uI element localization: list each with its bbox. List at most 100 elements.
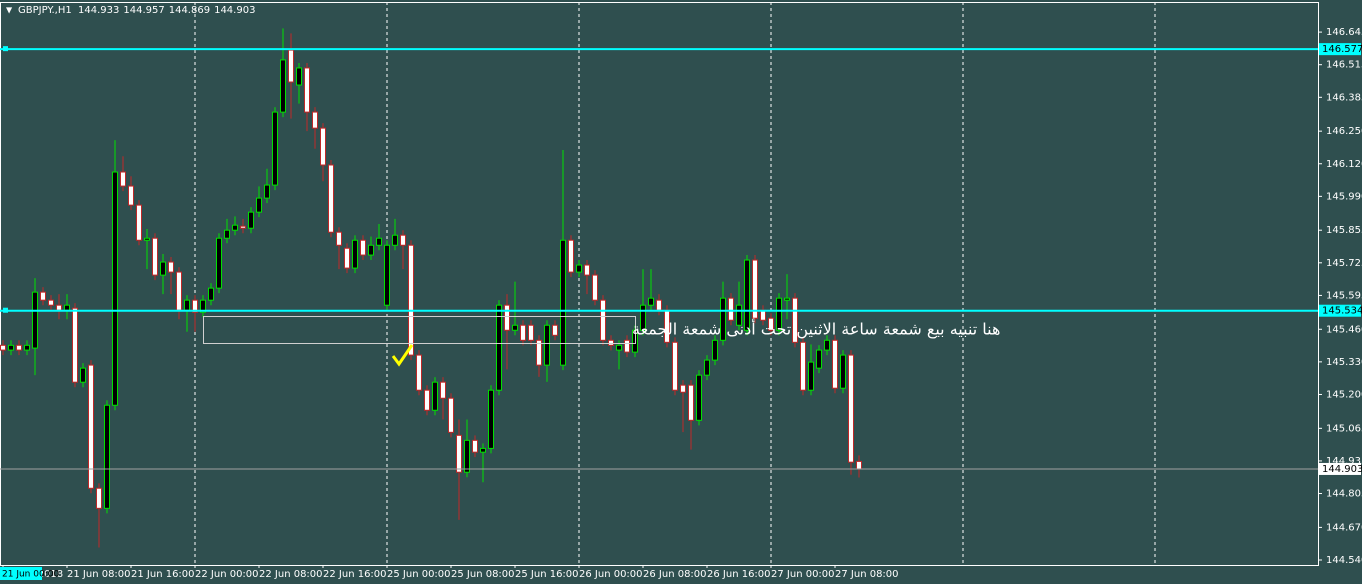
candle-body [368,244,374,256]
candle-body [120,171,126,187]
candle-body [712,339,718,361]
candle-body [416,354,422,391]
level-handle [3,307,8,313]
candle-body [512,324,518,331]
candle-body [400,234,406,246]
candle-body [840,354,846,389]
candle-body [248,211,254,229]
candle-body [112,171,118,406]
candle-body [128,185,134,206]
candle-body [736,304,742,326]
candle-body [184,299,190,311]
candle-body [344,247,350,269]
candle-body [64,304,70,311]
candle-body [480,447,486,453]
y-tick-label: 145.725 [1326,258,1362,269]
bid-label-bg [1319,462,1361,475]
y-tick-label: 144.540 [1326,555,1362,566]
y-tick-label: 145.065 [1326,423,1362,434]
candle-body [704,359,710,376]
ohlc-close: 144.903 [214,5,255,16]
candle-body [352,239,358,269]
candle-body [216,237,222,289]
candle-body [768,317,774,331]
candle-body [640,304,646,331]
y-tick-label: 146.515 [1326,60,1362,71]
x-tick-label: 22 Jun 16:00 [323,569,387,580]
x-tick-label: 25 Jun 00:00 [387,569,451,580]
candle-body [800,341,806,391]
y-tick-label: 145.855 [1326,225,1362,236]
candle-body [376,237,382,246]
candle-body [568,239,574,273]
candle-body [256,197,262,213]
candle-body [824,339,830,351]
candle-body [720,297,726,341]
candle-body [312,111,318,129]
candle-body [752,259,758,319]
candle-body [808,361,814,391]
candle-body [544,324,550,366]
candle-body [16,344,22,351]
candle-body [456,434,462,473]
candle-body [816,349,822,369]
candle-body [280,59,286,113]
candle-body [856,460,862,470]
cursor-label-bg [0,567,42,580]
y-tick-label: 146.250 [1326,126,1362,137]
candle-body [384,244,390,306]
y-tick-label: 145.330 [1326,357,1362,368]
candle-body [8,344,14,351]
candle-body [40,291,46,301]
candle-body [24,344,30,351]
candle-body [32,291,38,349]
candle-body [408,244,414,356]
candle-body [152,237,158,276]
candle-body [264,184,270,199]
x-tick-label: 26 Jun 00:00 [579,569,643,580]
y-tick-label: 146.385 [1326,92,1362,103]
candle-body [680,384,686,393]
ohlc-open: 144.933 [78,5,119,16]
x-tick-label: 27 Jun 00:00 [771,569,835,580]
level-label: 146.577 [1322,44,1362,55]
candle-body [584,264,590,276]
candle-body [96,487,102,509]
ohlc-low: 144.869 [169,5,210,16]
candles [0,28,862,548]
checkmark [391,344,414,367]
candle-body [392,234,398,246]
candle-body [448,397,454,433]
separators [194,2,1156,565]
candle-body [432,381,438,411]
candle-body [88,364,94,489]
x-tick-label: 22 Jun 08:00 [259,569,323,580]
x-tick-label: 26 Jun 16:00 [707,569,771,580]
candle-body [560,239,566,366]
candle-body [56,304,62,311]
candle-body [0,344,6,351]
x-tick-label: 26 Jun 08:00 [643,569,707,580]
symbol: GBPJPY.,H1 [18,5,72,16]
candle-body [136,204,142,241]
y-tick-label: 146.645 [1326,27,1362,38]
candle-body [320,127,326,166]
candle-body [608,339,614,346]
candle-body [224,229,230,239]
candle-body [648,297,654,306]
candle-body [688,384,694,421]
candle-body [848,354,854,463]
candle-body [536,339,542,366]
cursor-label: 21 Jun 00:00 [2,570,59,580]
candle-body [168,261,174,273]
candle-body [592,274,598,301]
candle-body [296,67,302,86]
candle-body [520,324,526,341]
candle-body [576,264,582,273]
candle-body [336,231,342,246]
candle-body [104,404,110,509]
ohlc-header: 144.933 144.957 144.869 144.903 [78,5,255,16]
level-label: 145.534 [1322,306,1362,317]
candle-body [792,297,798,343]
annotation: هنا تنبيه بيع شمعة ساعة الاثنين تحت أدنى… [632,319,1000,340]
